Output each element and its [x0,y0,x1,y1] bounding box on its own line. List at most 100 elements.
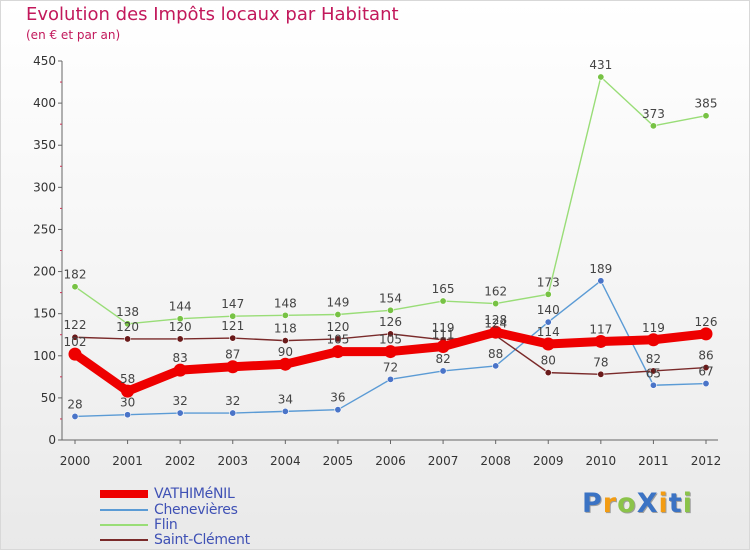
data-label: 118 [274,322,297,336]
data-label: 120 [326,320,349,334]
chart-subtitle: (en € et par an) [26,28,121,42]
legend-label: VATHIMéNIL [154,486,235,502]
data-point [121,384,135,398]
data-label: 120 [116,320,139,334]
data-label: 144 [169,300,192,314]
y-tick-label: 50 [41,391,56,405]
data-point [176,315,184,323]
data-point [124,320,132,328]
data-label: 30 [120,396,135,410]
data-point [68,347,82,361]
legend-label: Flin [154,517,178,533]
data-point [649,122,657,130]
data-point [597,277,605,285]
data-point [492,300,500,308]
legend-label: Chenevières [154,502,238,518]
data-point [594,334,608,348]
data-point [334,406,342,414]
data-point [541,337,555,351]
x-tick-label: 2009 [533,454,564,468]
logo-letter: i [682,488,693,519]
legend-swatch [100,490,148,498]
data-point [176,335,184,343]
data-label: 65 [646,366,661,380]
y-tick-label: 0 [48,433,56,447]
data-point [649,367,657,375]
legend-label: Saint-Clément [154,532,250,548]
x-tick-label: 2004 [270,454,301,468]
data-point [334,311,342,319]
x-tick-label: 2002 [165,454,196,468]
data-point [71,412,79,420]
x-tick-label: 2007 [428,454,459,468]
data-point [71,283,79,291]
data-label: 126 [379,315,402,329]
data-point [71,333,79,341]
data-point [492,362,500,370]
data-point [229,334,237,342]
data-point [334,335,342,343]
data-label: 117 [589,322,612,336]
data-point [544,369,552,377]
axes: 0 50 100 150 200 250 300 350 400 450 2000 2001 2002 2… [33,54,721,468]
data-point [229,409,237,417]
data-label: 124 [484,317,507,331]
y-tick-label: 350 [33,138,56,152]
x-tick-label: 2010 [586,454,617,468]
y-tick-label: 200 [33,265,56,279]
data-point [436,340,450,354]
series-line [74,76,707,325]
data-label: 148 [274,296,297,310]
data-label: 189 [589,262,612,276]
data-label: 119 [642,321,665,335]
data-point [176,409,184,417]
data-label: 147 [221,297,244,311]
data-label: 34 [278,392,293,406]
data-label: 114 [537,325,560,339]
legend-swatch [100,509,148,511]
data-point [544,290,552,298]
data-label: 149 [326,296,349,310]
y-tick-label: 150 [33,307,56,321]
data-point [281,337,289,345]
data-label: 32 [173,394,188,408]
legend-swatch [100,539,148,541]
data-point [124,411,132,419]
data-label: 86 [698,349,713,363]
data-label: 385 [695,97,718,111]
x-tick-label: 2006 [375,454,406,468]
data-point [439,367,447,375]
data-label: 87 [225,348,240,362]
proxiti-logo: ProXiti [582,488,693,519]
data-label: 128 [484,313,507,327]
data-point [597,73,605,81]
data-label: 72 [383,360,398,374]
logo-letter: X [636,488,659,519]
data-point [386,375,394,383]
data-point [281,407,289,415]
data-point [649,381,657,389]
data-label: 80 [541,354,556,368]
data-label: 88 [488,347,503,361]
logo-letter: i [658,488,669,519]
data-label: 165 [432,282,455,296]
logo-letter: t [668,488,683,519]
data-label: 120 [169,320,192,334]
y-tick-label: 450 [33,54,56,68]
chart-title: Evolution des Impôts locaux par Habitant [26,4,399,25]
x-tick-label: 2005 [323,454,354,468]
x-tick-label: 2000 [60,454,91,468]
data-point [544,318,552,326]
data-label: 82 [435,352,450,366]
data-point [384,345,397,359]
y-tick-label: 100 [33,349,56,363]
data-label: 431 [589,58,612,72]
data-label: 138 [116,305,139,319]
data-label: 182 [64,268,87,282]
data-label: 90 [278,345,293,359]
data-point [699,327,713,341]
data-point [702,112,710,120]
data-label: 105 [326,333,349,347]
data-label: 173 [537,275,560,289]
